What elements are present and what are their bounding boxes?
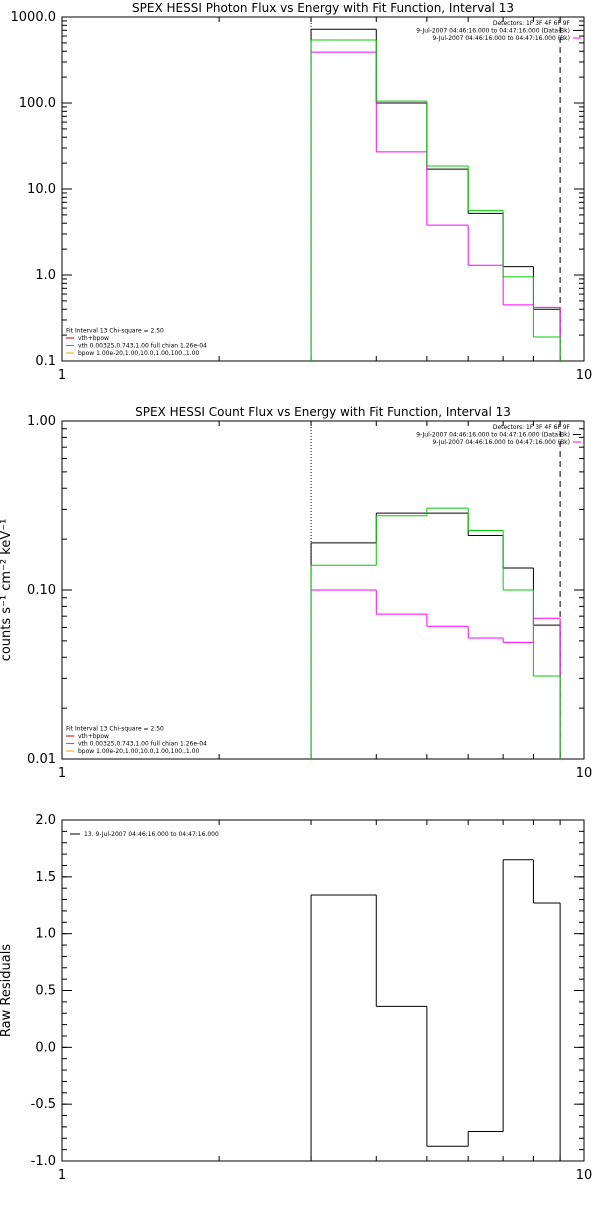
legend-top-entry: 9-Jul-2007 04:46:16.000 to 04:47:16.000 … xyxy=(416,432,570,439)
y-tick-label: 1.00 xyxy=(27,414,56,429)
x-tick-label: 1 xyxy=(58,368,66,383)
y-tick-label: 1.0 xyxy=(35,268,56,283)
legend-bottom-entry: bpow 1.00e-20,1.00,10.0,1.00,100.,1.00 xyxy=(78,748,199,755)
legend-bottom-entry: Fit Interval 13 Chi-square = 2.50 xyxy=(66,726,164,733)
legend-bottom-entry: Fit Interval 13 Chi-square = 2.50 xyxy=(66,328,164,335)
plot-photon: SPEX HESSI Photon Flux vs Energy with Fi… xyxy=(11,1,593,383)
chart-title: SPEX HESSI Photon Flux vs Energy with Fi… xyxy=(132,1,514,15)
x-tick-label: 1 xyxy=(58,766,66,781)
y-tick-label: 0.0 xyxy=(35,1040,56,1055)
axis-frame xyxy=(61,819,585,1162)
y-tick-label: 0.01 xyxy=(27,752,56,767)
y-tick-label: 100.0 xyxy=(19,96,56,111)
series-data xyxy=(310,28,561,361)
y-tick-label: 0.5 xyxy=(35,984,56,999)
series-data xyxy=(310,512,561,759)
legend-bottom-entry: vth 0.00325,0.743,1.00 full chian 1.26e-… xyxy=(78,343,207,350)
y-tick-label: 2.0 xyxy=(35,813,56,828)
legend-bottom-entry: vth+bpow xyxy=(78,733,109,740)
axis-frame xyxy=(61,16,585,362)
legend-top-entry: 9-Jul-2007 04:46:16.000 to 04:47:16.000 … xyxy=(432,439,570,446)
y-tick-label: 1000.0 xyxy=(11,10,57,25)
legend-bottom-entry: vth+bpow xyxy=(78,335,109,342)
x-tick-label: 10 xyxy=(576,766,593,781)
y-tick-label: 0.10 xyxy=(27,583,56,598)
x-tick-label: 10 xyxy=(576,368,593,383)
legend-top-entry: 9-Jul-2007 04:46:16.000 to 04:47:16.000 … xyxy=(432,35,570,42)
legend-top-entry: 9-Jul-2007 04:46:16.000 to 04:47:16.000 … xyxy=(416,28,570,35)
legend-residual-entry: 13. 9-Jul-2007 04:46:16.000 to 04:47:16.… xyxy=(84,831,219,838)
series-residuals xyxy=(310,859,561,1161)
x-tick-label: 1 xyxy=(58,1168,66,1183)
series-background xyxy=(310,589,561,759)
y-tick-label: 0.1 xyxy=(35,354,56,369)
legend-bottom-entry: vth 0.00325,0.743,1.00 full chian 1.26e-… xyxy=(78,741,207,748)
y-tick-label: -1.0 xyxy=(31,1154,56,1169)
y-tick-label: 1.5 xyxy=(35,870,56,885)
y-tick-label: 1.0 xyxy=(35,927,56,942)
x-tick-label: 10 xyxy=(576,1168,593,1183)
series-background xyxy=(310,51,561,361)
y-axis-label: counts s⁻¹ cm⁻² keV⁻¹ xyxy=(0,519,14,662)
plot-count: SPEX HESSI Count Flux vs Energy with Fit… xyxy=(0,405,592,781)
y-axis-label: Raw Residuals xyxy=(0,944,14,1037)
y-tick-label: -0.5 xyxy=(31,1097,56,1112)
legend-bottom-entry: bpow 1.00e-20,1.00,10.0,1.00,100.,1.00 xyxy=(78,350,199,357)
legend-top-entry: Detectors: 1F 3F 4F 6F 9F xyxy=(493,424,571,431)
series-fit xyxy=(310,39,561,361)
series-fit xyxy=(310,507,561,759)
plot-residuals: -1.0 -0.5 0.0 0.5 1.0 1.5 2.0 1 10 Raw Residuals 1… xyxy=(0,813,592,1183)
y-tick-label: 10.0 xyxy=(27,182,56,197)
legend-top-entry: Detectors: 1F 3F 4F 6F 9F xyxy=(493,20,571,27)
chart-title: SPEX HESSI Count Flux vs Energy with Fit… xyxy=(135,405,511,419)
